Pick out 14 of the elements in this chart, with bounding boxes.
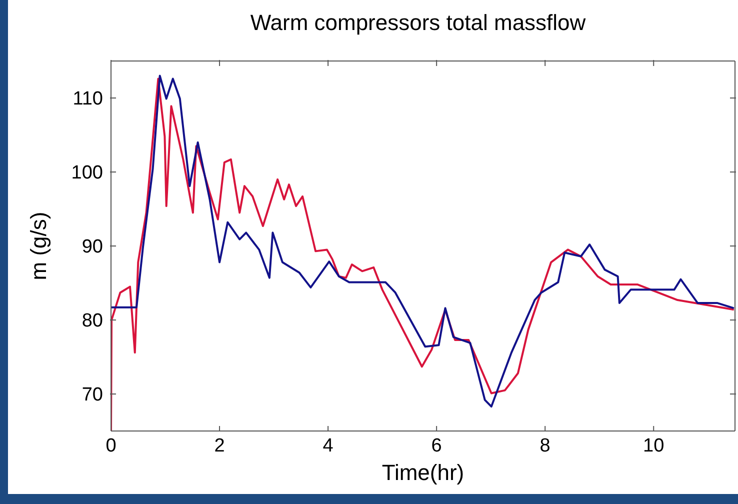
x-axis-title: Time(hr) <box>382 460 464 485</box>
x-tick-label: 4 <box>322 435 334 456</box>
y-axis-title: m (g/s) <box>26 212 51 280</box>
y-tick-label: 70 <box>82 384 103 406</box>
x-tick-label: 10 <box>643 435 664 456</box>
y-tick-label: 80 <box>82 310 103 332</box>
x-tick-label: 8 <box>540 435 550 456</box>
y-tick-label: 90 <box>82 236 103 258</box>
y-tick-label: 100 <box>71 162 103 184</box>
x-tick-label: 2 <box>214 435 225 456</box>
x-tick-label: 6 <box>431 435 442 456</box>
x-tick-label: 0 <box>106 435 116 456</box>
y-tick-label: 110 <box>72 88 103 110</box>
chart-title: Warm compressors total massflow <box>249 10 587 36</box>
